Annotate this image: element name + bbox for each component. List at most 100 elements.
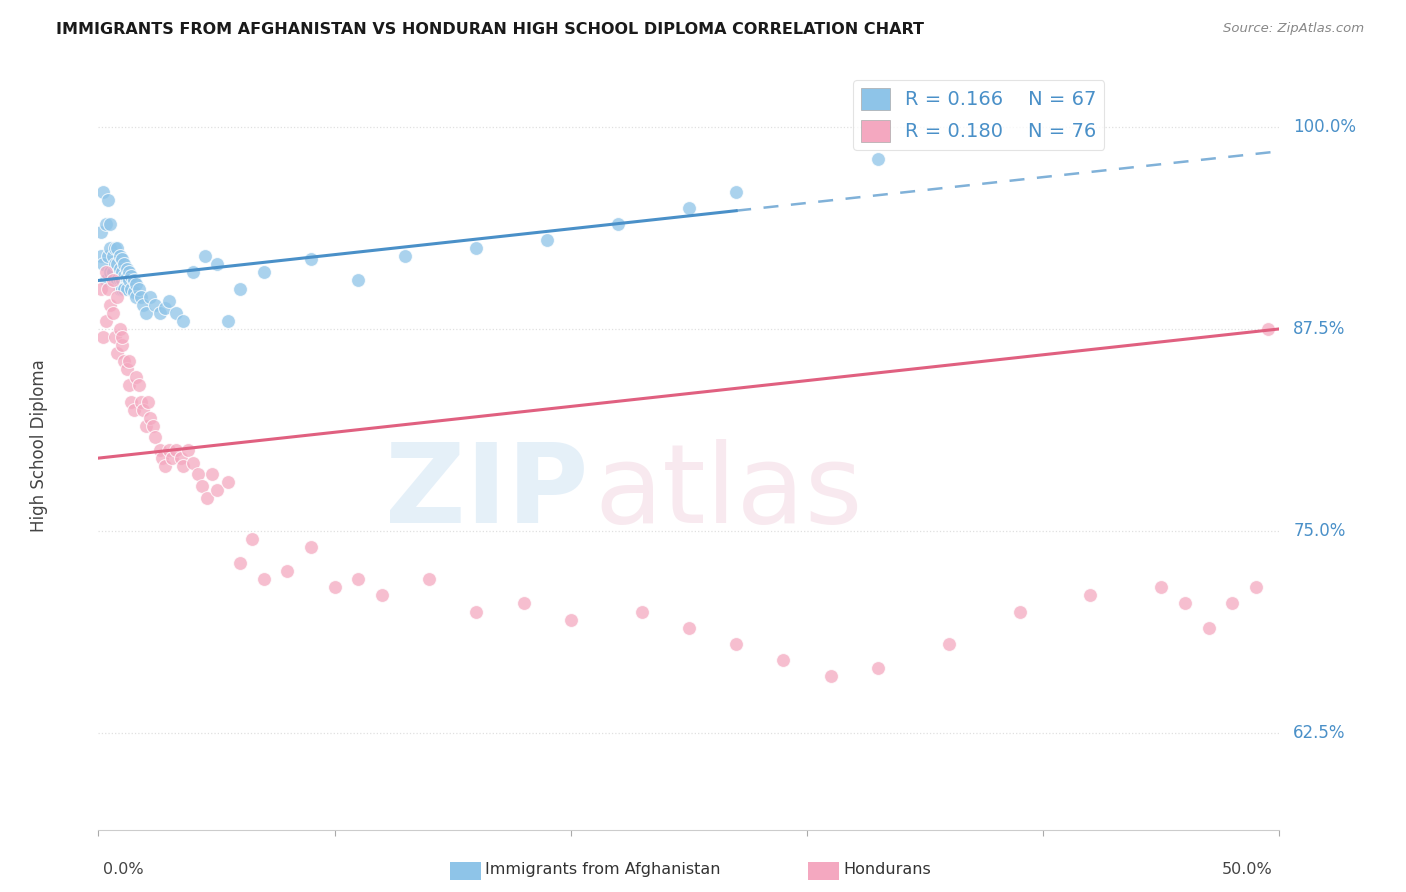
Point [125, 277, 148, 291]
Point [170, 451, 193, 466]
Point [195, 491, 218, 506]
Point [253, 572, 276, 586]
Point [91, 330, 114, 344]
Text: 100.0%: 100.0% [1294, 118, 1357, 136]
Text: IMMIGRANTS FROM AFGHANISTAN VS HONDURAN HIGH SCHOOL DIPLOMA CORRELATION CHART: IMMIGRANTS FROM AFGHANISTAN VS HONDURAN … [56, 22, 924, 37]
Point [115, 262, 138, 277]
Point [104, 273, 127, 287]
Point [118, 273, 141, 287]
Point [181, 265, 204, 279]
Point [104, 257, 127, 271]
Point [217, 314, 239, 328]
Point [121, 394, 143, 409]
Point [108, 281, 131, 295]
Point [136, 394, 159, 409]
Point [112, 354, 135, 368]
Point [104, 241, 127, 255]
Text: 87.5%: 87.5% [1294, 320, 1346, 338]
Point [97, 193, 120, 207]
Point [128, 281, 150, 295]
Point [938, 637, 960, 651]
Point [143, 430, 166, 444]
Point [165, 443, 187, 458]
Point [205, 257, 228, 271]
Point [98, 217, 121, 231]
Point [1257, 322, 1279, 336]
Point [160, 451, 183, 466]
Point [630, 605, 652, 619]
Point [181, 456, 204, 470]
Point [125, 290, 148, 304]
Text: High School Diploma: High School Diploma [31, 359, 48, 533]
Point [97, 249, 120, 263]
Point [105, 241, 128, 255]
Point [135, 418, 157, 433]
Point [347, 273, 370, 287]
Point [101, 306, 124, 320]
Point [105, 290, 128, 304]
Point [121, 281, 143, 295]
Point [135, 306, 157, 320]
Point [187, 467, 209, 482]
Point [149, 306, 172, 320]
Point [111, 252, 134, 267]
Legend: R = 0.166    N = 67, R = 0.180    N = 76: R = 0.166 N = 67, R = 0.180 N = 76 [853, 79, 1104, 150]
Point [111, 330, 134, 344]
Point [105, 257, 128, 271]
Point [125, 370, 148, 384]
Point [772, 653, 794, 667]
Point [94, 273, 117, 287]
Point [1244, 580, 1267, 594]
Point [94, 314, 117, 328]
Point [607, 217, 630, 231]
Point [90, 225, 112, 239]
Point [201, 467, 224, 482]
Text: 62.5%: 62.5% [1294, 723, 1346, 741]
Point [98, 265, 121, 279]
Point [108, 322, 131, 336]
Point [165, 306, 187, 320]
Point [115, 270, 138, 285]
Point [139, 410, 162, 425]
Point [465, 605, 488, 619]
Point [1174, 597, 1197, 611]
Point [122, 402, 145, 417]
Point [101, 249, 124, 263]
Text: Hondurans: Hondurans [844, 863, 931, 877]
Point [157, 443, 180, 458]
Point [115, 281, 138, 295]
Point [98, 241, 121, 255]
Point [866, 153, 889, 167]
Point [177, 443, 200, 458]
Text: 0.0%: 0.0% [103, 863, 143, 877]
Point [142, 418, 165, 433]
Point [725, 185, 748, 199]
Point [1080, 588, 1102, 602]
Point [94, 265, 117, 279]
Point [512, 597, 534, 611]
Point [678, 201, 700, 215]
Point [153, 301, 176, 315]
Point [150, 451, 173, 466]
Point [112, 257, 135, 271]
Point [240, 532, 263, 546]
Point [98, 298, 121, 312]
Point [118, 265, 141, 279]
Point [121, 268, 143, 283]
Point [1008, 605, 1031, 619]
Point [560, 613, 582, 627]
Point [112, 268, 135, 283]
Point [111, 273, 134, 287]
Point [118, 354, 141, 368]
Point [1150, 580, 1173, 594]
Point [111, 338, 134, 352]
Text: ZIP: ZIP [385, 439, 589, 546]
Point [143, 298, 166, 312]
Text: atlas: atlas [595, 439, 863, 546]
Point [105, 346, 128, 360]
Point [1220, 597, 1243, 611]
Point [323, 580, 346, 594]
Point [149, 443, 172, 458]
Point [105, 273, 128, 287]
Point [132, 402, 155, 417]
